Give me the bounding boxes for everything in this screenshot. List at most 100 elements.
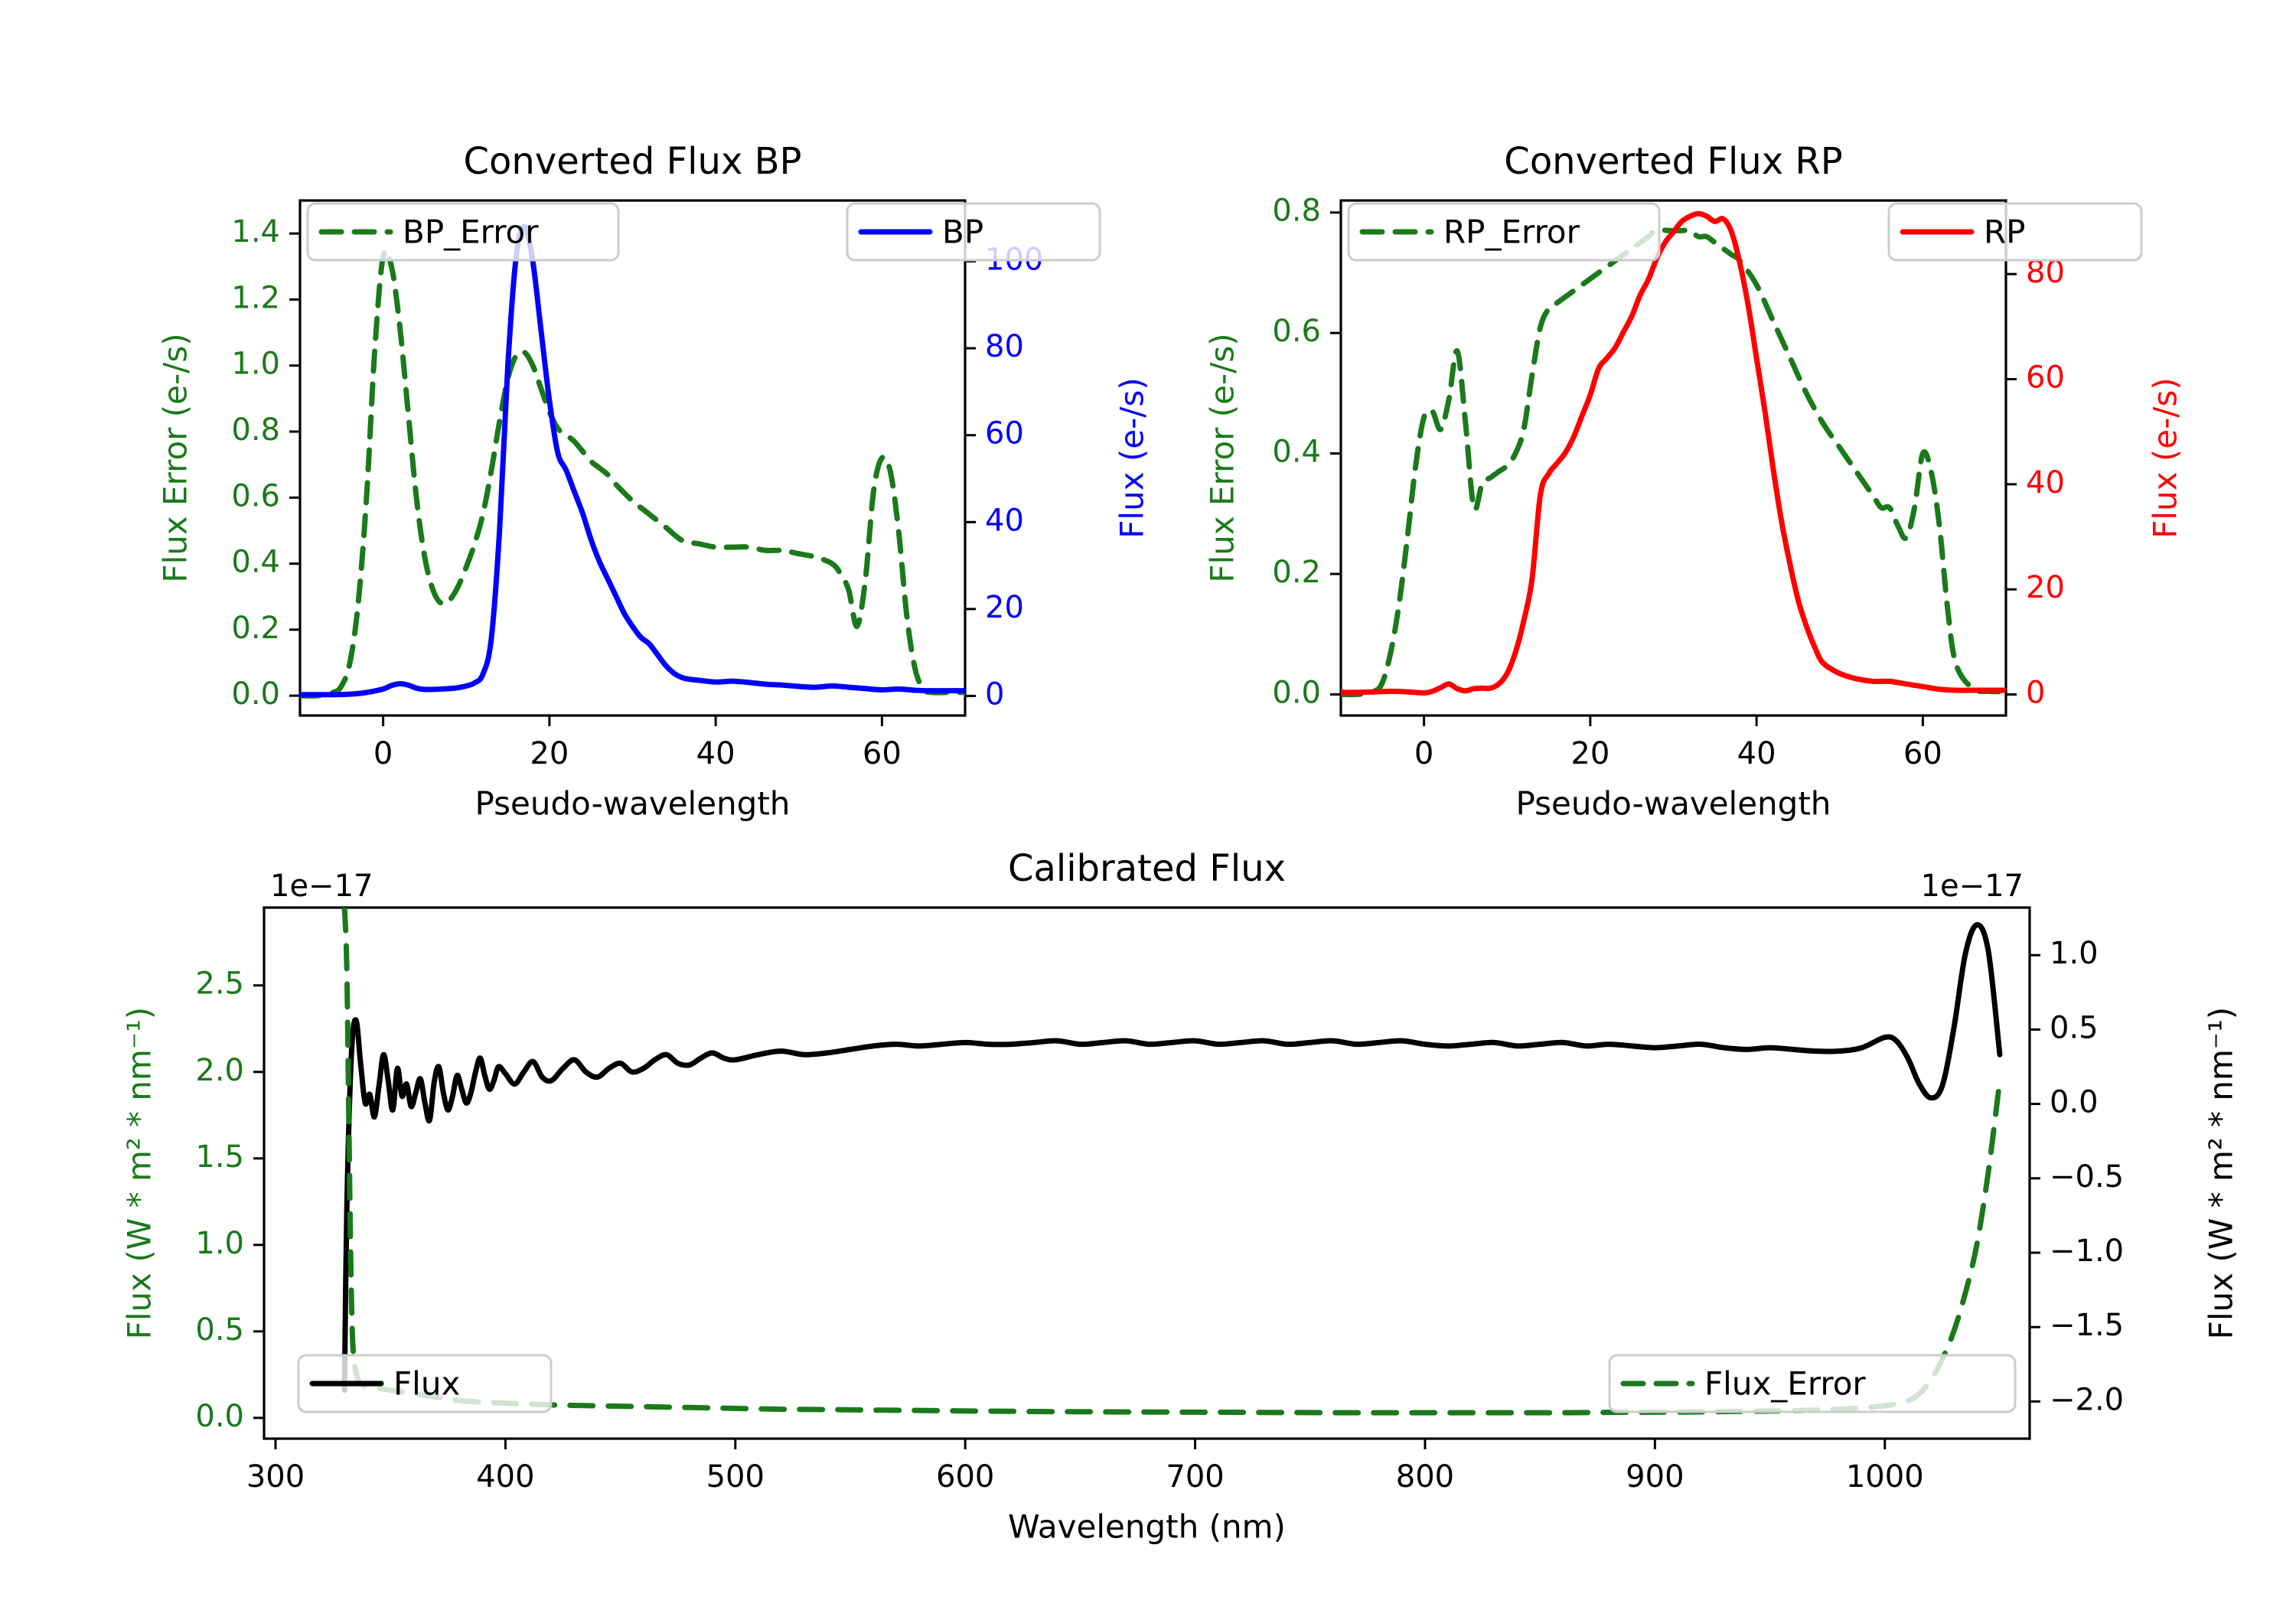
y-tick-label-left: 0.6 bbox=[231, 478, 280, 513]
panel-title: Converted Flux BP bbox=[464, 140, 802, 183]
y-axis-title-right: Flux (W * m² * nm⁻¹) bbox=[2203, 1007, 2240, 1340]
x-tick-label: 700 bbox=[1166, 1459, 1224, 1495]
legend-box bbox=[1608, 1354, 2017, 1413]
y-tick-label-left: 2.5 bbox=[195, 966, 244, 1002]
y-tick-label-left: 1.5 bbox=[195, 1139, 244, 1175]
x-tick-label: 0 bbox=[1414, 736, 1433, 771]
legend-bp_error: BP_Error bbox=[306, 202, 620, 262]
x-axis-title: Wavelength (nm) bbox=[1008, 1508, 1286, 1546]
series-group bbox=[1341, 210, 2006, 698]
y-tick-label-left: 0.2 bbox=[231, 611, 280, 646]
legend-box bbox=[1347, 202, 1661, 262]
legend-label: RP bbox=[1984, 214, 2026, 251]
panel-title: Converted Flux RP bbox=[1504, 140, 1842, 183]
x-tick-label: 20 bbox=[1570, 736, 1609, 771]
x-tick-label: 800 bbox=[1396, 1459, 1454, 1495]
legend-bp: BP bbox=[846, 202, 1101, 262]
legend-box bbox=[846, 202, 1101, 262]
series-group bbox=[341, 908, 2003, 1416]
plot-frame bbox=[298, 199, 967, 717]
y-tick-label-left: 0.8 bbox=[231, 412, 280, 448]
x-tick-label: 60 bbox=[1903, 736, 1942, 771]
y-tick-label-left: 1.2 bbox=[231, 280, 280, 315]
y-axis-title-right: Flux (e-/s) bbox=[1114, 377, 1151, 538]
x-tick-label: 500 bbox=[706, 1459, 765, 1495]
x-tick-label: 20 bbox=[530, 736, 569, 771]
y-tick-label-right: 60 bbox=[2026, 360, 2065, 395]
y-tick-label-right: 20 bbox=[2026, 570, 2065, 605]
y-tick-label-left: 0.0 bbox=[231, 676, 280, 712]
y-tick-label-right: 20 bbox=[985, 590, 1024, 625]
y-tick-label-right: 0 bbox=[2026, 676, 2045, 711]
x-axis-title: Pseudo-wavelength bbox=[1516, 785, 1831, 823]
y-tick-label-left: 0.4 bbox=[231, 545, 280, 580]
y-offset-label-right: 1e−17 bbox=[1921, 869, 2024, 904]
series-line-bp_error bbox=[300, 248, 965, 699]
y-offset-label-left: 1e−17 bbox=[270, 869, 373, 904]
y-tick-label-left: 0.8 bbox=[1272, 194, 1321, 229]
y-tick-label-right: 60 bbox=[985, 416, 1024, 451]
y-tick-label-right: 80 bbox=[985, 329, 1024, 364]
series-line-bp bbox=[300, 223, 965, 698]
y-tick-label-left: 0.6 bbox=[1272, 314, 1321, 349]
panel-title: Calibrated Flux bbox=[1008, 847, 1286, 890]
x-axis-title: Pseudo-wavelength bbox=[475, 785, 791, 823]
y-tick-label-left: 0.2 bbox=[1272, 555, 1321, 590]
panel-calibrated-flux: Calibrated Flux 300 400 500 600 700 800 900 1000… bbox=[121, 847, 2240, 1546]
panel-converted-flux-rp: Converted Flux RP 0 20 40 60 Pseudo-wavelengt… bbox=[1204, 140, 2184, 823]
y-tick-label-right: 0 bbox=[985, 676, 1004, 712]
y-tick-label-right: −1.5 bbox=[2050, 1308, 2124, 1343]
legend-flux_error: Flux_Error bbox=[1608, 1354, 2017, 1413]
y-axis-title-left: Flux Error (e-/s) bbox=[1204, 333, 1241, 582]
legend-box bbox=[306, 202, 620, 262]
y-axis-title-left: Flux Error (e-/s) bbox=[157, 333, 194, 582]
legend-rp: RP bbox=[1887, 202, 2143, 262]
x-tick-label: 900 bbox=[1626, 1459, 1684, 1495]
series-line-rp bbox=[1341, 210, 2006, 696]
legend-box bbox=[297, 1354, 553, 1413]
y-tick-label-left: 0.5 bbox=[195, 1312, 244, 1348]
plot-frame bbox=[263, 906, 2031, 1440]
y-tick-label-right: −2.0 bbox=[2050, 1382, 2124, 1417]
x-tick-label: 60 bbox=[863, 736, 902, 771]
y-tick-label-left: 1.4 bbox=[231, 214, 280, 249]
y-axis-title-right: Flux (e-/s) bbox=[2147, 377, 2184, 538]
legend-label: Flux bbox=[393, 1365, 460, 1403]
y-axis-title-left: Flux (W * m² * nm⁻¹) bbox=[121, 1007, 158, 1340]
legend-flux: Flux bbox=[297, 1354, 553, 1413]
legend-label: BP_Error bbox=[403, 214, 539, 251]
y-tick-label-left: 0.0 bbox=[1272, 675, 1321, 710]
series-line-rp_error bbox=[1341, 227, 2006, 698]
legend-rp_error: RP_Error bbox=[1347, 202, 1661, 262]
y-tick-label-left: 0.0 bbox=[195, 1399, 244, 1434]
y-tick-label-right: −1.0 bbox=[2050, 1234, 2124, 1269]
y-tick-label-left: 2.0 bbox=[195, 1053, 244, 1088]
series-line-flux bbox=[341, 922, 2003, 1393]
series-group bbox=[300, 223, 965, 699]
y-tick-label-right: 0.5 bbox=[2050, 1010, 2099, 1045]
y-tick-label-left: 1.0 bbox=[231, 347, 280, 382]
x-tick-label: 40 bbox=[1737, 736, 1776, 771]
legend-box bbox=[1887, 202, 2143, 262]
y-tick-label-right: 40 bbox=[985, 503, 1024, 538]
plot-frame bbox=[1339, 199, 2007, 717]
x-tick-label: 1000 bbox=[1846, 1459, 1924, 1495]
y-tick-label-left: 1.0 bbox=[195, 1226, 244, 1261]
y-tick-label-right: −0.5 bbox=[2050, 1159, 2124, 1195]
series-line-flux_error bbox=[341, 908, 2003, 1416]
y-tick-label-left: 0.4 bbox=[1272, 435, 1321, 470]
legend-label: RP_Error bbox=[1443, 214, 1580, 251]
panel-converted-flux-bp: Converted Flux BP 0 20 40 60 Pseudo-wavelengt… bbox=[157, 140, 1151, 823]
y-tick-label-right: 40 bbox=[2026, 465, 2065, 500]
x-tick-label: 0 bbox=[373, 736, 393, 771]
x-tick-label: 40 bbox=[696, 736, 735, 771]
y-tick-label-right: 0.0 bbox=[2050, 1085, 2099, 1120]
legend-label: BP bbox=[942, 214, 983, 251]
x-tick-label: 400 bbox=[476, 1459, 534, 1495]
x-tick-label: 600 bbox=[936, 1459, 994, 1495]
y-tick-label-right: 1.0 bbox=[2050, 936, 2099, 971]
legend-label: Flux_Error bbox=[1704, 1365, 1866, 1403]
x-tick-label: 300 bbox=[246, 1459, 305, 1495]
